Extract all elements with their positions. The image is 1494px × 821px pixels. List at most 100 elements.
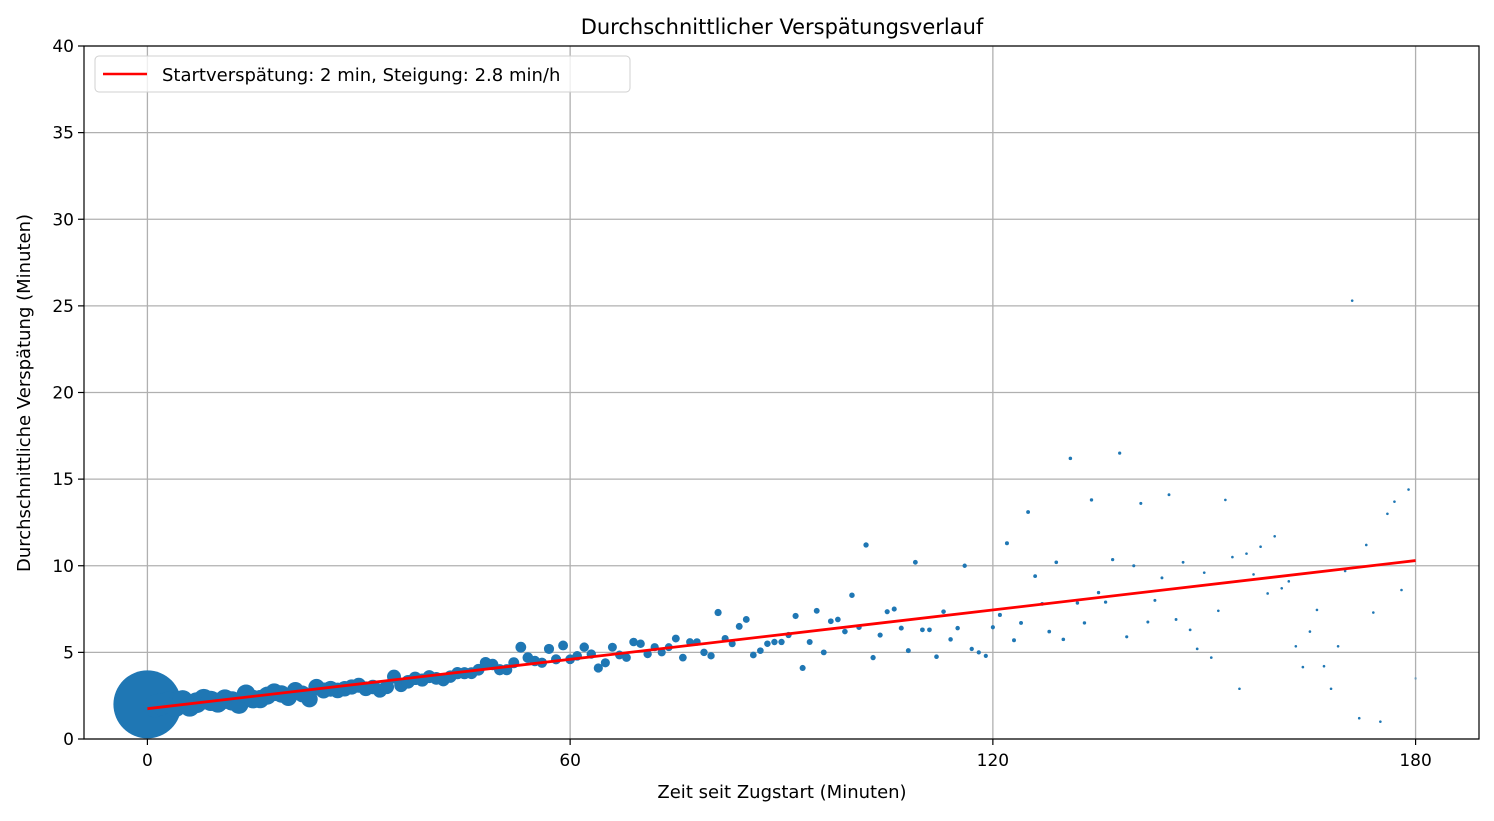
data-point — [1364, 543, 1368, 547]
data-point — [912, 559, 918, 565]
data-point — [1315, 608, 1319, 612]
data-point — [1012, 638, 1016, 643]
data-point — [962, 563, 967, 568]
data-point — [1153, 598, 1157, 602]
data-point — [969, 646, 974, 652]
data-point — [877, 632, 883, 638]
y-tick-label: 10 — [52, 557, 74, 577]
y-axis-label: Durchschnittliche Verspätung (Minuten) — [14, 214, 35, 572]
data-point — [1343, 569, 1347, 573]
data-point — [1224, 498, 1227, 502]
data-point — [997, 612, 1002, 617]
data-point — [1329, 687, 1333, 691]
data-point — [1082, 621, 1087, 625]
data-point — [1273, 534, 1276, 538]
data-point — [870, 654, 876, 661]
data-point — [1160, 576, 1164, 580]
data-point — [764, 640, 771, 647]
data-point — [1350, 299, 1354, 302]
chart-title: Durchschnittlicher Verspätungsverlauf — [581, 15, 984, 39]
data-point — [657, 648, 666, 657]
x-axis-label: Zeit seit Zugstart (Minuten) — [657, 782, 906, 803]
data-point — [806, 638, 813, 645]
y-tick-label: 15 — [52, 470, 74, 490]
data-point — [636, 639, 645, 648]
x-tick-label: 120 — [977, 751, 1009, 771]
y-tick-label: 25 — [52, 297, 74, 317]
data-point — [643, 649, 652, 659]
data-point — [1054, 560, 1059, 565]
data-point — [920, 627, 925, 633]
data-point — [1096, 590, 1101, 595]
data-point — [1287, 580, 1291, 583]
data-point — [941, 609, 946, 614]
data-point — [1061, 637, 1066, 642]
data-point — [1004, 541, 1009, 546]
data-point — [1075, 601, 1080, 605]
data-point — [1231, 555, 1234, 559]
data-point — [792, 612, 799, 620]
data-point — [757, 647, 764, 654]
data-point — [707, 652, 715, 660]
data-point — [629, 637, 638, 647]
data-point — [1336, 645, 1340, 648]
data-point — [1181, 560, 1185, 564]
y-tick-label: 20 — [52, 384, 74, 404]
data-point — [778, 638, 785, 646]
data-point — [1259, 545, 1262, 548]
data-point — [1280, 586, 1284, 590]
data-point — [735, 622, 743, 630]
data-point — [1238, 687, 1241, 691]
data-point — [827, 618, 834, 625]
y-tick-label: 30 — [52, 210, 74, 230]
y-tick-label: 0 — [63, 730, 74, 750]
data-point — [1118, 451, 1122, 455]
data-point — [1026, 510, 1031, 514]
data-point — [1386, 512, 1389, 516]
data-point — [1393, 500, 1396, 503]
data-point — [1252, 573, 1255, 576]
axis-ticks: 0 60 120 180 0 5 10 15 20 25 30 35 40 — [52, 37, 1431, 771]
data-point — [1019, 620, 1024, 625]
data-point — [771, 638, 778, 646]
data-point — [891, 606, 897, 612]
data-point — [622, 653, 631, 662]
data-point — [515, 641, 527, 653]
legend-label: Startverspätung: 2 min, Steigung: 2.8 mi… — [162, 65, 560, 86]
data-point — [579, 642, 589, 652]
data-point — [1322, 664, 1326, 668]
data-point — [813, 607, 820, 614]
data-point — [1308, 630, 1312, 633]
data-point — [1139, 501, 1143, 505]
legend: Startverspätung: 2 min, Steigung: 2.8 mi… — [94, 55, 631, 93]
data-point — [1245, 552, 1248, 555]
y-tick-label: 5 — [63, 643, 74, 663]
data-point — [1167, 493, 1171, 497]
data-point — [1125, 635, 1129, 639]
fit-line — [147, 559, 1416, 711]
data-point — [835, 616, 841, 623]
data-point — [543, 643, 555, 655]
data-point — [820, 649, 827, 656]
data-point — [742, 616, 750, 623]
data-point — [1111, 558, 1115, 562]
data-point — [884, 609, 890, 615]
x-tick-label: 0 — [142, 751, 153, 771]
data-point — [1407, 488, 1410, 491]
data-point — [1103, 600, 1108, 604]
data-point — [301, 690, 318, 708]
data-point — [607, 642, 617, 652]
data-point — [600, 658, 610, 668]
data-point — [714, 608, 722, 617]
data-point — [842, 628, 848, 635]
data-point — [1301, 665, 1305, 669]
data-point — [934, 654, 939, 660]
data-point — [379, 679, 395, 695]
data-point — [1146, 620, 1150, 624]
data-point — [558, 640, 569, 651]
fit-line-group — [147, 559, 1416, 711]
y-tick-label: 35 — [52, 124, 74, 144]
data-point — [1202, 571, 1206, 575]
x-tick-label: 60 — [559, 751, 581, 771]
